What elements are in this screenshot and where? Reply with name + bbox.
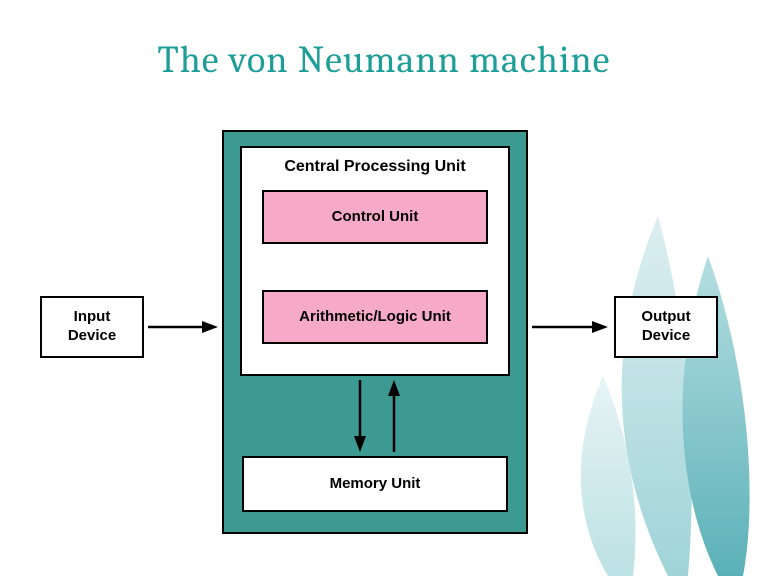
arrows-layer [0, 0, 768, 576]
diagram-stage: Central Processing Unit InputDevice Cont… [0, 0, 768, 576]
